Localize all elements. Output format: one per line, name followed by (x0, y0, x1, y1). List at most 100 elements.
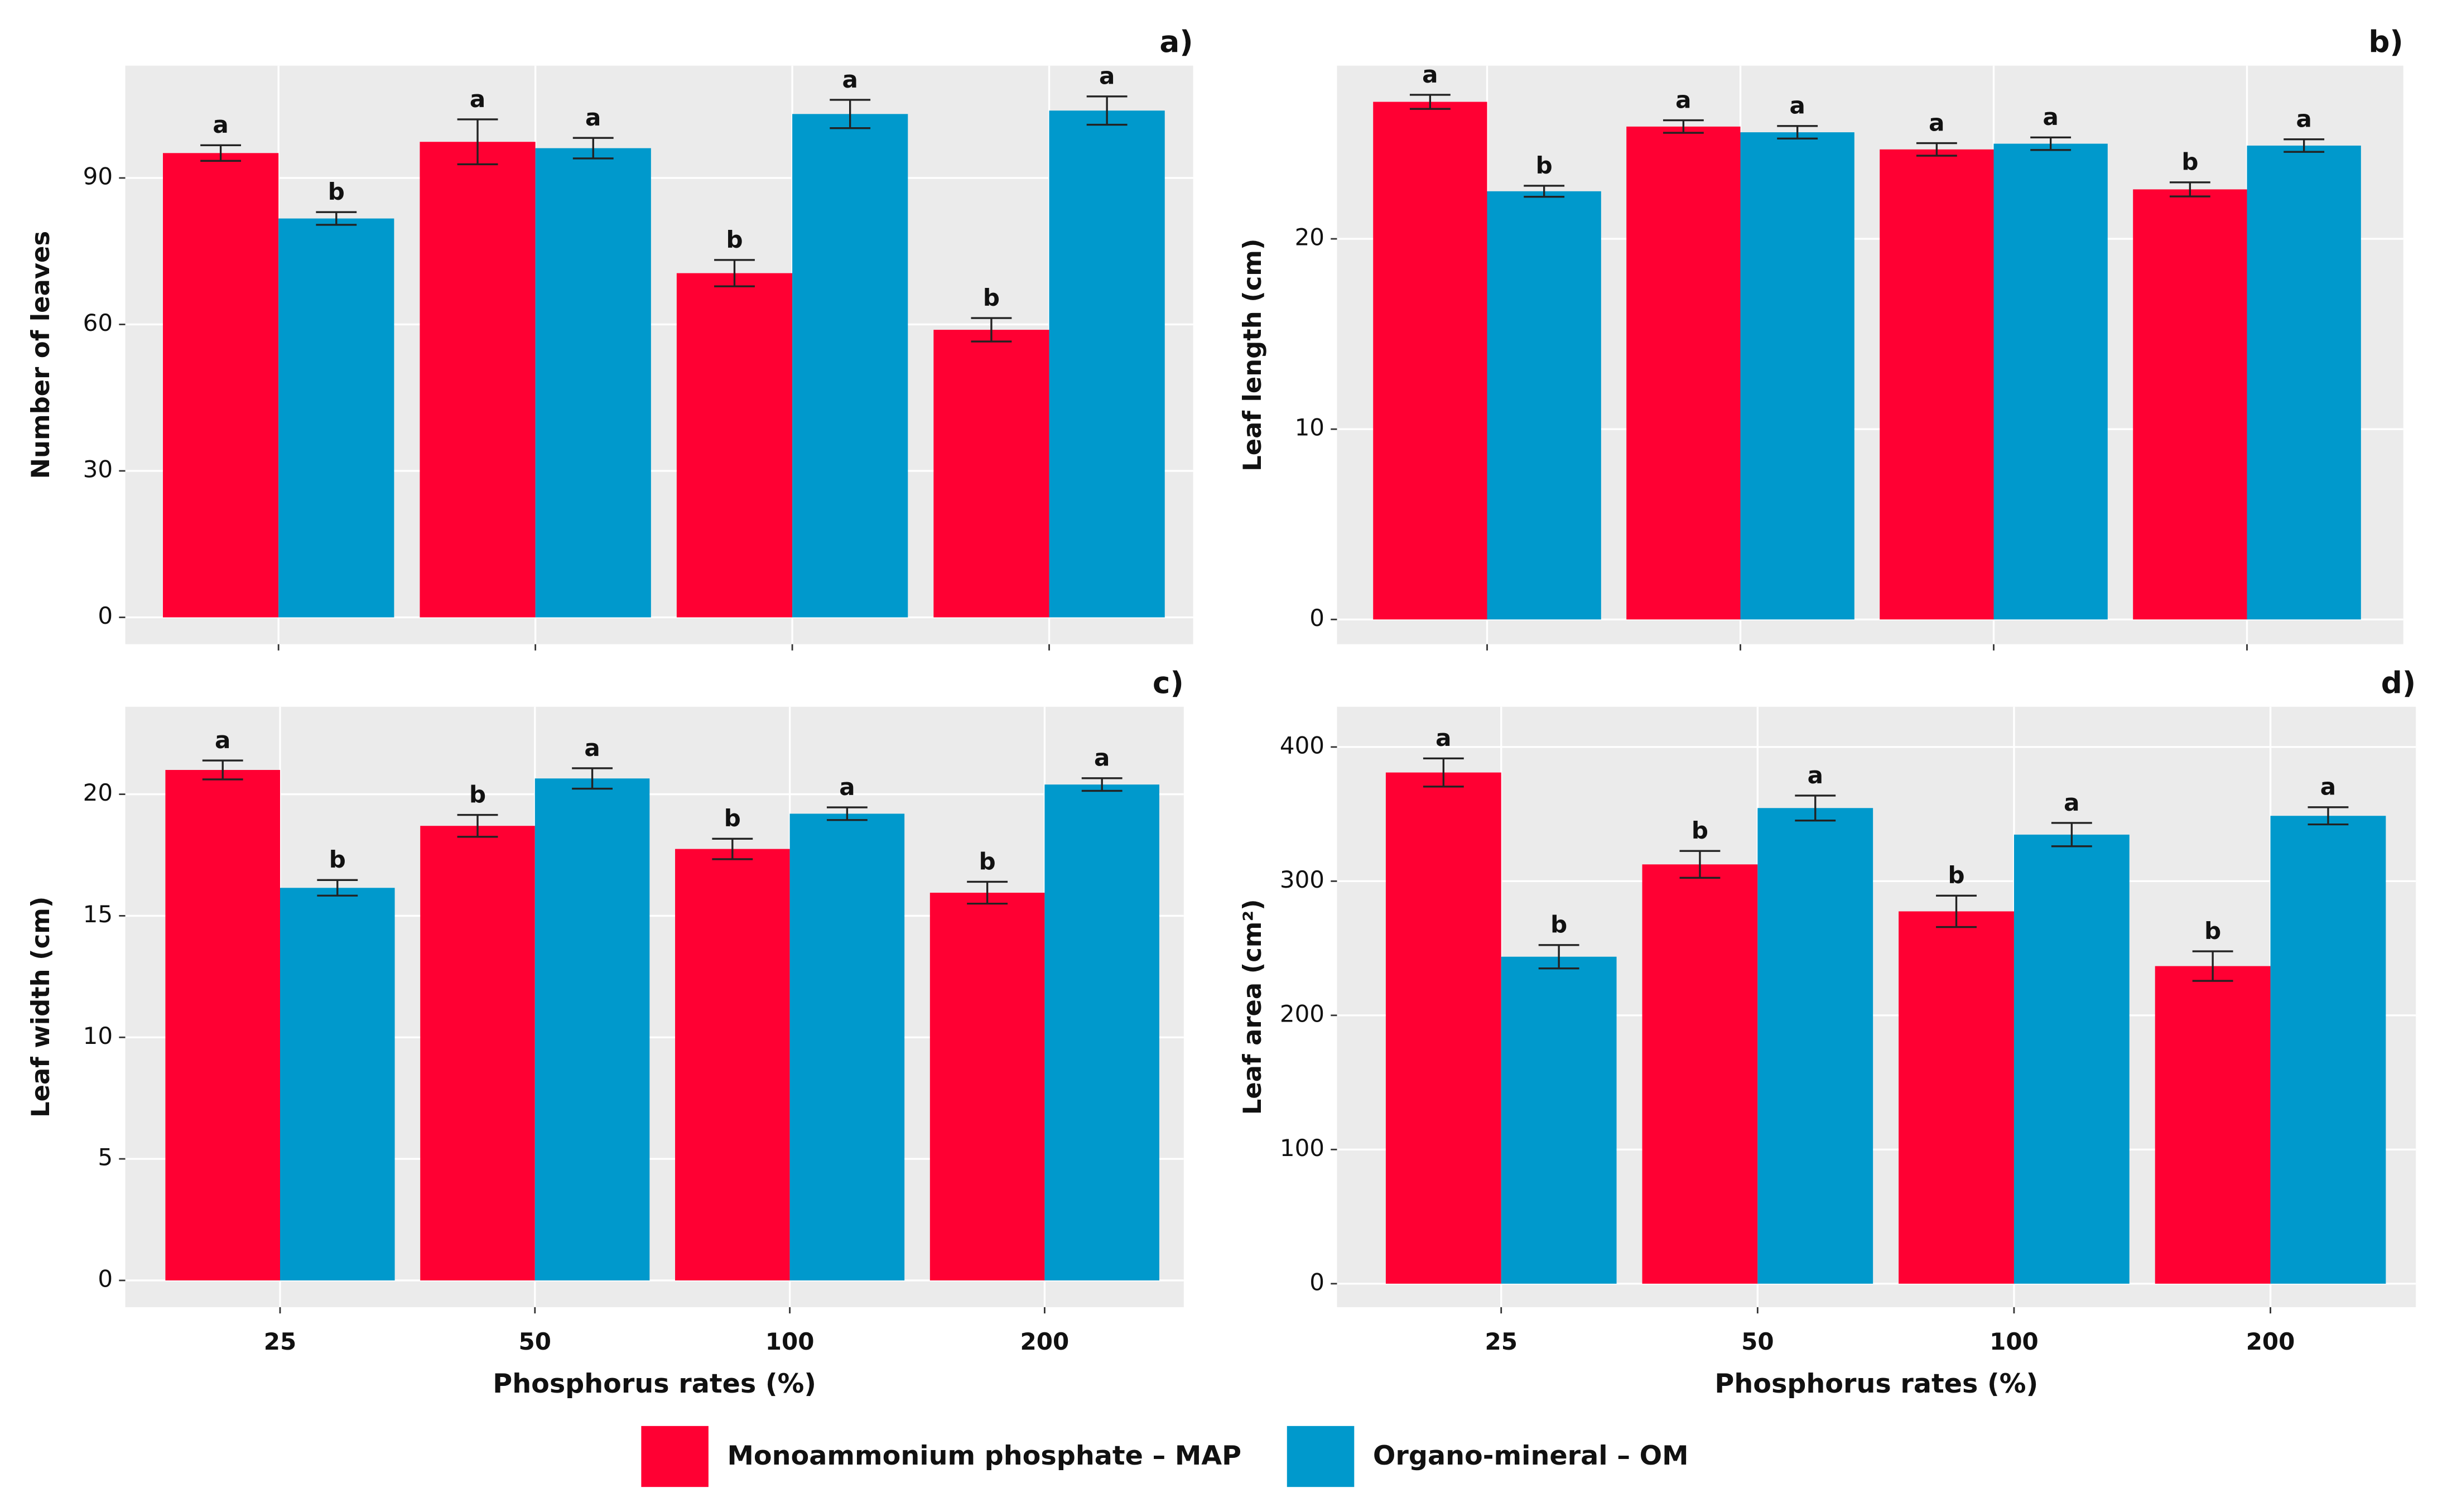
bar (162, 153, 279, 618)
significance-letter: b (983, 284, 1000, 311)
y-tick-label: 0 (1309, 604, 1324, 632)
y-tick-label: 0 (98, 1265, 113, 1292)
error-bar (457, 118, 498, 166)
legend-label: Organo-mineral – OM (1373, 1441, 1689, 1471)
significance-letter: a (839, 773, 855, 801)
panel-label: b) (2368, 25, 2403, 59)
bar (2270, 816, 2386, 1284)
significance-letter: a (2296, 105, 2311, 133)
bar (789, 813, 905, 1280)
bar (420, 142, 536, 618)
error-bar (2308, 806, 2349, 826)
panel-label: c) (1153, 666, 1184, 700)
legend-swatch (641, 1426, 709, 1487)
panel-label: d) (2381, 666, 2416, 700)
y-tick-label: 15 (83, 901, 113, 928)
significance-letter: a (1422, 61, 1438, 88)
bar (1049, 110, 1165, 618)
panel: 0 10 20 a a a b b a a a b) Leaf length (cm) (1237, 25, 2403, 651)
bar (2247, 145, 2361, 620)
error-bar (712, 837, 753, 860)
x-tick-label: 25 (1485, 1328, 1517, 1355)
bar (1899, 911, 2014, 1284)
error-bar (572, 137, 614, 160)
error-bar (1423, 757, 1464, 788)
significance-letter: b (1550, 911, 1567, 938)
bar (933, 330, 1049, 618)
significance-letter: b (328, 178, 345, 205)
legend-entry: Organo-mineral – OM (1287, 1426, 1689, 1487)
bar (280, 888, 395, 1280)
panel: 0 100 200 300 400 25 50 100 200 a b b b b a a a d) Leaf ar… (1237, 666, 2416, 1399)
error-bar (2169, 181, 2210, 198)
bar (1626, 126, 1741, 620)
error-bar (1679, 850, 1721, 879)
error-bar (1777, 125, 1818, 140)
error-bar (1538, 944, 1579, 970)
significance-letter: a (585, 104, 601, 131)
significance-letter: a (1435, 724, 1451, 752)
panel: 0 30 60 90 a a b b b a a a a) Number of leaves (26, 25, 1193, 651)
significance-letter: b (724, 805, 741, 832)
significance-letter: a (1789, 92, 1805, 119)
bar (2133, 189, 2247, 620)
error-bar (202, 759, 243, 781)
bar (534, 778, 650, 1280)
significance-letter: b (1948, 861, 1965, 889)
error-bar (1081, 777, 1123, 792)
significance-letter: b (2204, 917, 2221, 945)
y-axis-title: Leaf area (cm²) (1237, 899, 1267, 1115)
significance-letter: a (213, 111, 228, 138)
bar (929, 893, 1045, 1280)
x-tick-label: 200 (1020, 1328, 1070, 1355)
x-axis-title: Phosphorus rates (%) (493, 1369, 816, 1399)
significance-letter: a (470, 85, 485, 113)
bar (1487, 191, 1601, 620)
significance-letter: b (329, 846, 346, 873)
bar (1044, 784, 1159, 1280)
x-tick-label: 200 (2246, 1328, 2295, 1355)
error-bar (714, 259, 755, 287)
bar (2013, 834, 2130, 1284)
bar (278, 218, 394, 618)
x-tick-label: 50 (519, 1328, 551, 1355)
error-bar (826, 806, 868, 821)
bar (1880, 149, 1994, 620)
bar (165, 770, 280, 1280)
error-bar (1409, 94, 1451, 110)
x-tick-label: 100 (1989, 1328, 2039, 1355)
y-axis-title: Number of leaves (26, 231, 55, 479)
significance-letter: a (2320, 773, 2336, 801)
error-bar (1086, 95, 1128, 126)
error-bar (317, 879, 358, 897)
error-bar (2192, 950, 2233, 982)
bar (2155, 966, 2271, 1284)
bar (1757, 808, 1873, 1284)
x-tick-label: 50 (1741, 1328, 1774, 1355)
y-tick-label: 400 (1280, 731, 1324, 759)
significance-letter: a (842, 66, 858, 93)
y-tick-label: 30 (83, 455, 113, 483)
significance-letter: a (2064, 789, 2079, 816)
significance-letter: a (1808, 762, 1823, 789)
significance-letter: b (469, 781, 486, 808)
bar (1385, 772, 1501, 1284)
y-tick-label: 100 (1280, 1134, 1324, 1162)
panel: 0 5 10 15 20 25 50 100 200 a b b b b a a a c) Leaf width (… (26, 666, 1184, 1399)
bar (1740, 132, 1854, 620)
significance-letter: b (2181, 148, 2198, 176)
y-tick-label: 10 (1295, 414, 1324, 441)
y-tick-label: 300 (1280, 866, 1324, 893)
y-tick-label: 0 (1309, 1268, 1324, 1296)
error-bar (1936, 894, 1977, 928)
legend-label: Monoammonium phosphate – MAP (728, 1441, 1242, 1471)
bar (675, 849, 790, 1280)
error-bar (971, 317, 1012, 343)
significance-letter: b (1692, 817, 1708, 844)
bar (1642, 864, 1758, 1284)
y-tick-label: 20 (83, 779, 113, 806)
error-bar (1524, 185, 1565, 198)
y-axis-title: Leaf width (cm) (26, 897, 55, 1118)
